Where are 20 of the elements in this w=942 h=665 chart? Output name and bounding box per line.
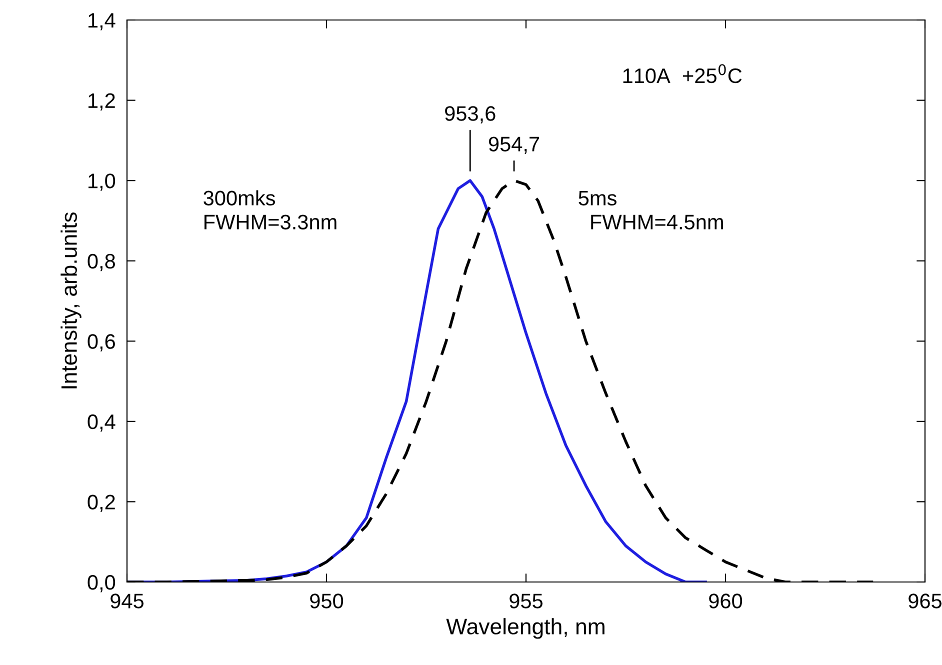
x-tick-label: 950 (310, 594, 344, 608)
y-tick-label: 0,0 (88, 575, 116, 592)
y-tick-label: 0,2 (88, 494, 115, 512)
x-tick-label: 960 (709, 594, 742, 608)
annotation: 110A +25$^{0}$C (623, 64, 742, 84)
y-tick-label: 0,6 (88, 334, 115, 352)
annotation: 5ms FWHM=4.5nm (578, 190, 723, 230)
y-axis-title: Intensity, arb.units (60, 212, 82, 388)
y-tick-label: 0,8 (88, 254, 115, 272)
y-tick-label: 1,2 (88, 93, 115, 110)
y-tick-label: 1,4 (88, 13, 116, 30)
annotation: 953,6 (445, 106, 496, 124)
x-tick-label: 945 (110, 594, 144, 608)
y-tick-label: 1,0 (88, 174, 116, 191)
y-tick-label: 0,4 (88, 414, 116, 432)
x-axis-title: Wavelength, nm (446, 618, 604, 639)
annotation: 954,7 (488, 136, 540, 154)
x-tick-label: 965 (908, 594, 942, 608)
x-tick-label: 955 (510, 594, 543, 608)
annotation: 300mks FWHM=3.3nm (204, 190, 336, 230)
